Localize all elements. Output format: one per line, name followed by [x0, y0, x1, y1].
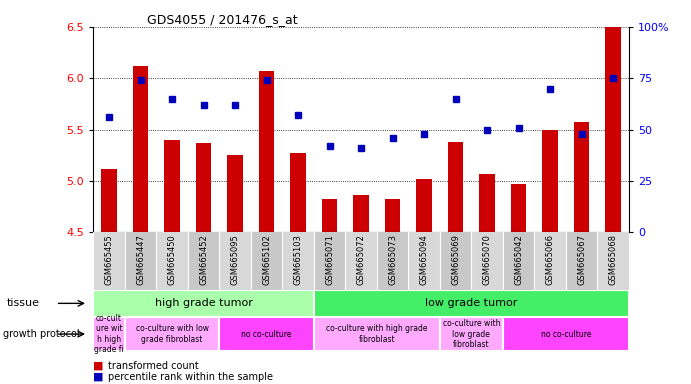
Text: GSM665070: GSM665070 — [482, 234, 491, 285]
Bar — [125, 232, 156, 290]
Bar — [258, 71, 274, 232]
Text: ■: ■ — [93, 361, 104, 371]
Bar — [566, 232, 597, 290]
Text: tissue: tissue — [7, 298, 40, 308]
Text: GSM665072: GSM665072 — [357, 234, 366, 285]
Text: low grade tumor: low grade tumor — [425, 298, 518, 308]
Bar — [448, 142, 464, 232]
Bar — [314, 317, 439, 351]
Bar — [93, 290, 314, 317]
Bar — [133, 66, 149, 232]
Text: GSM665066: GSM665066 — [546, 234, 555, 285]
Bar — [93, 317, 125, 351]
Bar — [227, 155, 243, 232]
Bar — [188, 232, 219, 290]
Text: no co-culture: no co-culture — [540, 329, 591, 339]
Text: GSM665450: GSM665450 — [167, 234, 176, 285]
Text: co-cult
ure wit
h high
grade fi: co-cult ure wit h high grade fi — [94, 314, 124, 354]
Text: co-culture with low
grade fibroblast: co-culture with low grade fibroblast — [135, 324, 209, 344]
Text: GSM665071: GSM665071 — [325, 234, 334, 285]
Bar — [290, 153, 306, 232]
Bar — [479, 174, 495, 232]
Text: GSM665068: GSM665068 — [609, 234, 618, 285]
Bar — [314, 290, 629, 317]
Bar — [471, 232, 503, 290]
Bar — [322, 199, 337, 232]
Text: GSM665103: GSM665103 — [294, 234, 303, 285]
Bar — [574, 122, 589, 232]
Text: transformed count: transformed count — [108, 361, 199, 371]
Bar — [439, 317, 503, 351]
Text: GSM665447: GSM665447 — [136, 234, 145, 285]
Bar — [219, 232, 251, 290]
Bar — [353, 195, 369, 232]
Bar — [439, 232, 471, 290]
Text: GSM665095: GSM665095 — [231, 234, 240, 285]
Bar — [377, 232, 408, 290]
Bar — [251, 232, 283, 290]
Bar — [408, 232, 439, 290]
Text: GSM665452: GSM665452 — [199, 234, 208, 285]
Text: GSM665069: GSM665069 — [451, 234, 460, 285]
Text: co-culture with
low grade
fibroblast: co-culture with low grade fibroblast — [442, 319, 500, 349]
Bar — [156, 232, 188, 290]
Bar — [503, 232, 534, 290]
Bar — [346, 232, 377, 290]
Bar — [503, 317, 629, 351]
Bar — [101, 169, 117, 232]
Bar — [219, 317, 314, 351]
Bar — [125, 317, 219, 351]
Text: GSM665067: GSM665067 — [577, 234, 586, 285]
Bar — [93, 232, 125, 290]
Text: high grade tumor: high grade tumor — [155, 298, 252, 308]
Bar — [511, 184, 527, 232]
Bar — [542, 130, 558, 232]
Text: percentile rank within the sample: percentile rank within the sample — [108, 372, 274, 382]
Text: GSM665455: GSM665455 — [104, 234, 113, 285]
Text: GSM665102: GSM665102 — [262, 234, 271, 285]
Bar — [164, 140, 180, 232]
Text: co-culture with high grade
fibroblast: co-culture with high grade fibroblast — [326, 324, 428, 344]
Text: GSM665094: GSM665094 — [419, 234, 428, 285]
Text: growth protocol: growth protocol — [3, 329, 80, 339]
Bar — [605, 27, 621, 232]
Bar — [196, 143, 211, 232]
Text: GSM665073: GSM665073 — [388, 234, 397, 285]
Bar — [534, 232, 566, 290]
Bar — [283, 232, 314, 290]
Bar — [314, 232, 346, 290]
Text: ■: ■ — [93, 372, 104, 382]
Text: GSM665042: GSM665042 — [514, 234, 523, 285]
Text: no co-culture: no co-culture — [241, 329, 292, 339]
Bar — [416, 179, 432, 232]
Bar — [385, 199, 400, 232]
Text: GDS4055 / 201476_s_at: GDS4055 / 201476_s_at — [147, 13, 297, 26]
Bar — [597, 232, 629, 290]
